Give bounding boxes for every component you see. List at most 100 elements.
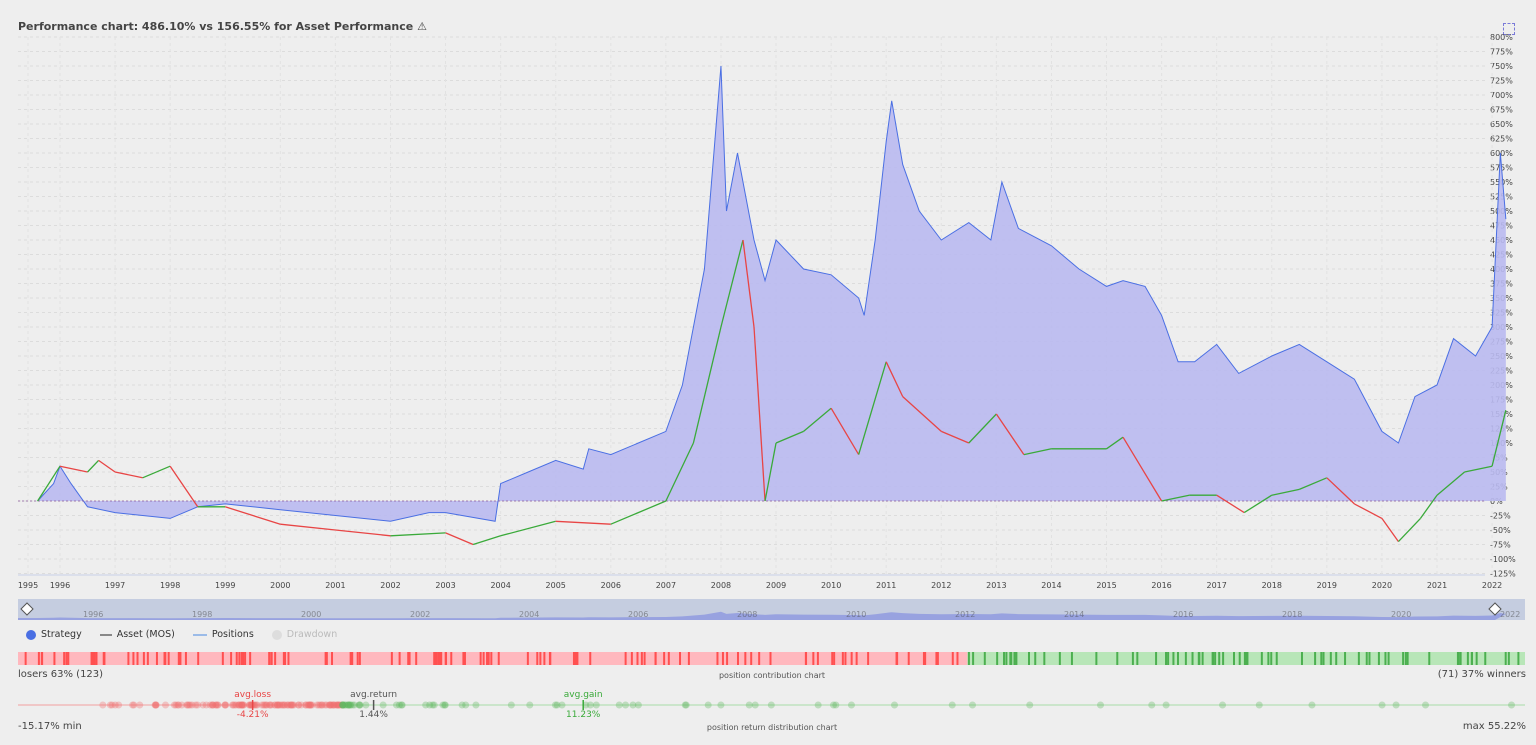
loser-stripe — [758, 652, 761, 665]
winner-stripe — [1167, 652, 1170, 665]
return-dot — [185, 701, 193, 709]
loser-stripe — [663, 652, 666, 665]
winner-stripe — [1475, 652, 1478, 665]
loser-stripe — [490, 652, 493, 665]
loser-stripe — [833, 652, 836, 665]
winner-stripe — [1406, 652, 1409, 665]
loser-stripe — [487, 652, 490, 665]
winner-stripe — [1238, 652, 1241, 665]
asset-segment — [1271, 488, 1300, 496]
return-dot — [267, 701, 275, 709]
legend-strategy[interactable]: Strategy — [26, 629, 82, 640]
return-dot — [341, 701, 349, 709]
min-label: -15.17% min — [18, 721, 82, 732]
return-dot — [318, 701, 326, 709]
loser-stripe — [539, 652, 542, 665]
legend-drawdown[interactable]: Drawdown — [271, 629, 337, 640]
loser-stripe — [654, 652, 657, 665]
loser-stripe — [831, 652, 834, 665]
loser-stripe — [445, 652, 448, 665]
loser-stripe — [132, 652, 135, 665]
loser-stripe — [744, 652, 747, 665]
asset-segment — [169, 465, 199, 508]
y-tick-label: 750% — [1490, 62, 1513, 71]
loser-stripe — [41, 652, 44, 665]
winner-stripe — [1275, 652, 1278, 665]
x-tick-label: 2010 — [821, 581, 841, 590]
avg-loss-value: -4.21% — [236, 710, 269, 720]
asset-segment — [114, 471, 143, 479]
winner-stripe — [1357, 652, 1360, 665]
return-dot — [287, 701, 295, 709]
loser-stripe — [643, 652, 646, 665]
loser-stripe — [536, 652, 539, 665]
navigator-handle-icon[interactable] — [1488, 602, 1502, 616]
return-dot — [682, 701, 690, 709]
winner-stripe — [1034, 652, 1037, 665]
winner-stripe — [1470, 652, 1473, 665]
return-dot — [393, 701, 401, 709]
navigator-label: 1996 — [83, 610, 103, 619]
asset-segment — [995, 413, 1025, 455]
return-dot — [441, 701, 449, 709]
navigator-label: 1998 — [192, 610, 212, 619]
y-tick-label: -125% — [1490, 570, 1516, 579]
return-dot — [323, 701, 331, 709]
loser-stripe — [184, 652, 187, 665]
loser-stripe — [687, 652, 690, 665]
return-dot — [462, 701, 470, 709]
winner-stripe — [1095, 652, 1098, 665]
return-dot — [355, 701, 363, 709]
contribution-caption: position contribution chart — [718, 671, 826, 680]
return-dot — [295, 701, 303, 709]
asset-segment — [1106, 436, 1124, 450]
navigator-label: 2014 — [1064, 610, 1084, 619]
loser-stripe — [482, 652, 485, 665]
asset-segment — [472, 535, 501, 546]
winner-stripe — [1165, 652, 1168, 665]
return-dot — [172, 701, 180, 709]
legend-positions[interactable]: Positions — [192, 629, 254, 640]
return-dot — [221, 701, 229, 709]
x-tick-label: 2020 — [1372, 581, 1392, 590]
winner-stripe — [1214, 652, 1217, 665]
return-dot — [306, 701, 314, 709]
loser-stripe — [497, 652, 500, 665]
legend-asset[interactable]: Asset (MOS) — [99, 629, 175, 640]
return-dot — [271, 701, 279, 709]
fullscreen-icon[interactable] — [1503, 23, 1515, 35]
loser-stripe — [907, 652, 910, 665]
return-dot — [395, 701, 403, 709]
return-dot — [325, 701, 333, 709]
loser-stripe — [37, 652, 40, 665]
y-tick-label: -75% — [1490, 541, 1511, 550]
navigator-handle-icon[interactable] — [20, 602, 34, 616]
return-dot — [1148, 701, 1156, 709]
asset-segment — [335, 529, 391, 537]
winner-stripe — [1368, 652, 1371, 665]
return-dot — [326, 701, 334, 709]
asset-segment — [753, 326, 766, 502]
return-dot — [281, 701, 289, 709]
return-dot — [152, 701, 160, 709]
return-dot — [751, 701, 759, 709]
return-dot — [283, 701, 291, 709]
winner-stripe — [1329, 652, 1332, 665]
loser-stripe — [572, 652, 575, 665]
winner-stripe — [1155, 652, 1158, 665]
asset-segment — [1397, 517, 1421, 543]
return-dot — [253, 701, 261, 709]
strategy-area — [37, 66, 1506, 522]
navigator-label: 2004 — [519, 610, 539, 619]
winner-stripe — [1517, 652, 1520, 665]
y-tick-label: 0% — [1490, 497, 1503, 506]
loser-stripe — [408, 652, 411, 665]
winner-stripe — [1201, 652, 1204, 665]
return-dot — [398, 701, 406, 709]
return-dot — [422, 701, 430, 709]
return-dot — [245, 701, 253, 709]
winner-stripe — [1387, 652, 1390, 665]
return-dot — [948, 701, 956, 709]
winner-stripe — [1191, 652, 1194, 665]
return-dot — [199, 701, 207, 709]
